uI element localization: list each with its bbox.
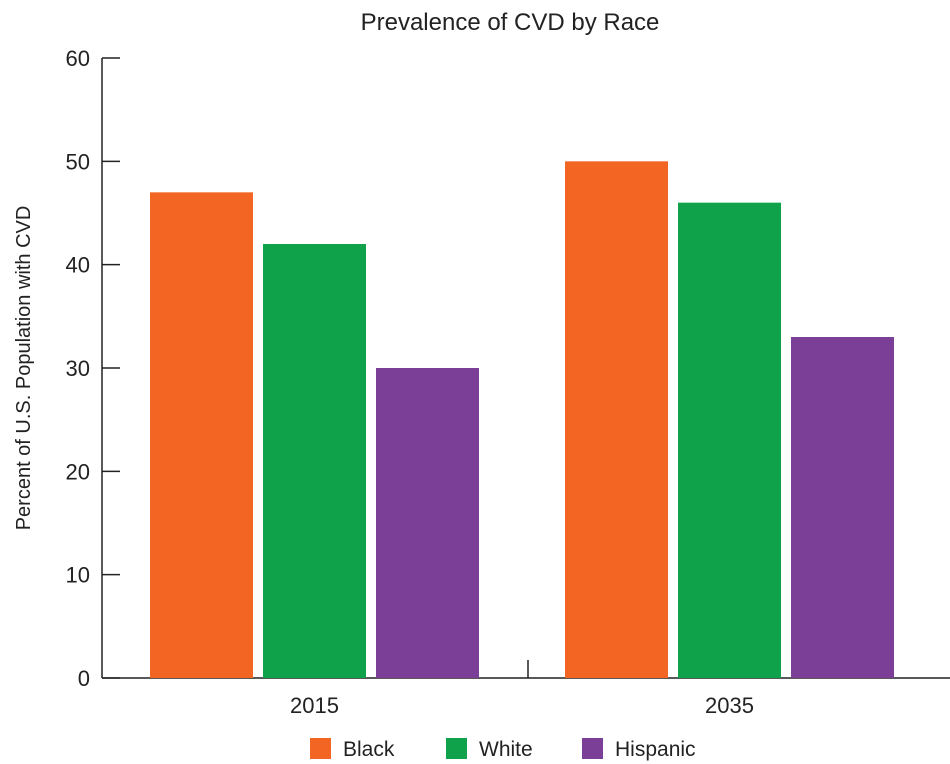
legend-label-white: White — [479, 738, 533, 761]
y-tick-label: 50 — [66, 149, 90, 174]
legend-swatch-hispanic — [582, 738, 603, 759]
legend-swatch-black — [310, 738, 331, 759]
legend-label-black: Black — [343, 738, 395, 761]
bar-black-2035 — [565, 161, 668, 679]
x-tick-label: 2015 — [290, 693, 339, 718]
x-tick-label: 2035 — [705, 693, 754, 718]
bars-group — [150, 161, 894, 679]
y-tick-label: 20 — [66, 459, 90, 484]
y-tick-label: 30 — [66, 356, 90, 381]
bar-black-2015 — [150, 192, 253, 679]
y-tick-label: 0 — [78, 666, 90, 691]
legend-swatch-white — [446, 738, 467, 759]
y-axis-title: Percent of U.S. Population with CVD — [13, 206, 35, 531]
y-axis: 0 10 20 30 40 50 60 — [66, 46, 120, 691]
bar-hispanic-2035 — [791, 337, 894, 678]
bar-white-2015 — [263, 244, 366, 678]
y-tick-label: 10 — [66, 563, 90, 588]
chart-title: Prevalence of CVD by Race — [361, 9, 660, 36]
bar-white-2035 — [678, 202, 781, 678]
y-tick-label: 40 — [66, 253, 90, 278]
bar-hispanic-2015 — [376, 368, 479, 678]
legend-label-hispanic: Hispanic — [615, 738, 696, 761]
legend: Black White Hispanic — [310, 738, 696, 761]
y-tick-label: 60 — [66, 46, 90, 71]
